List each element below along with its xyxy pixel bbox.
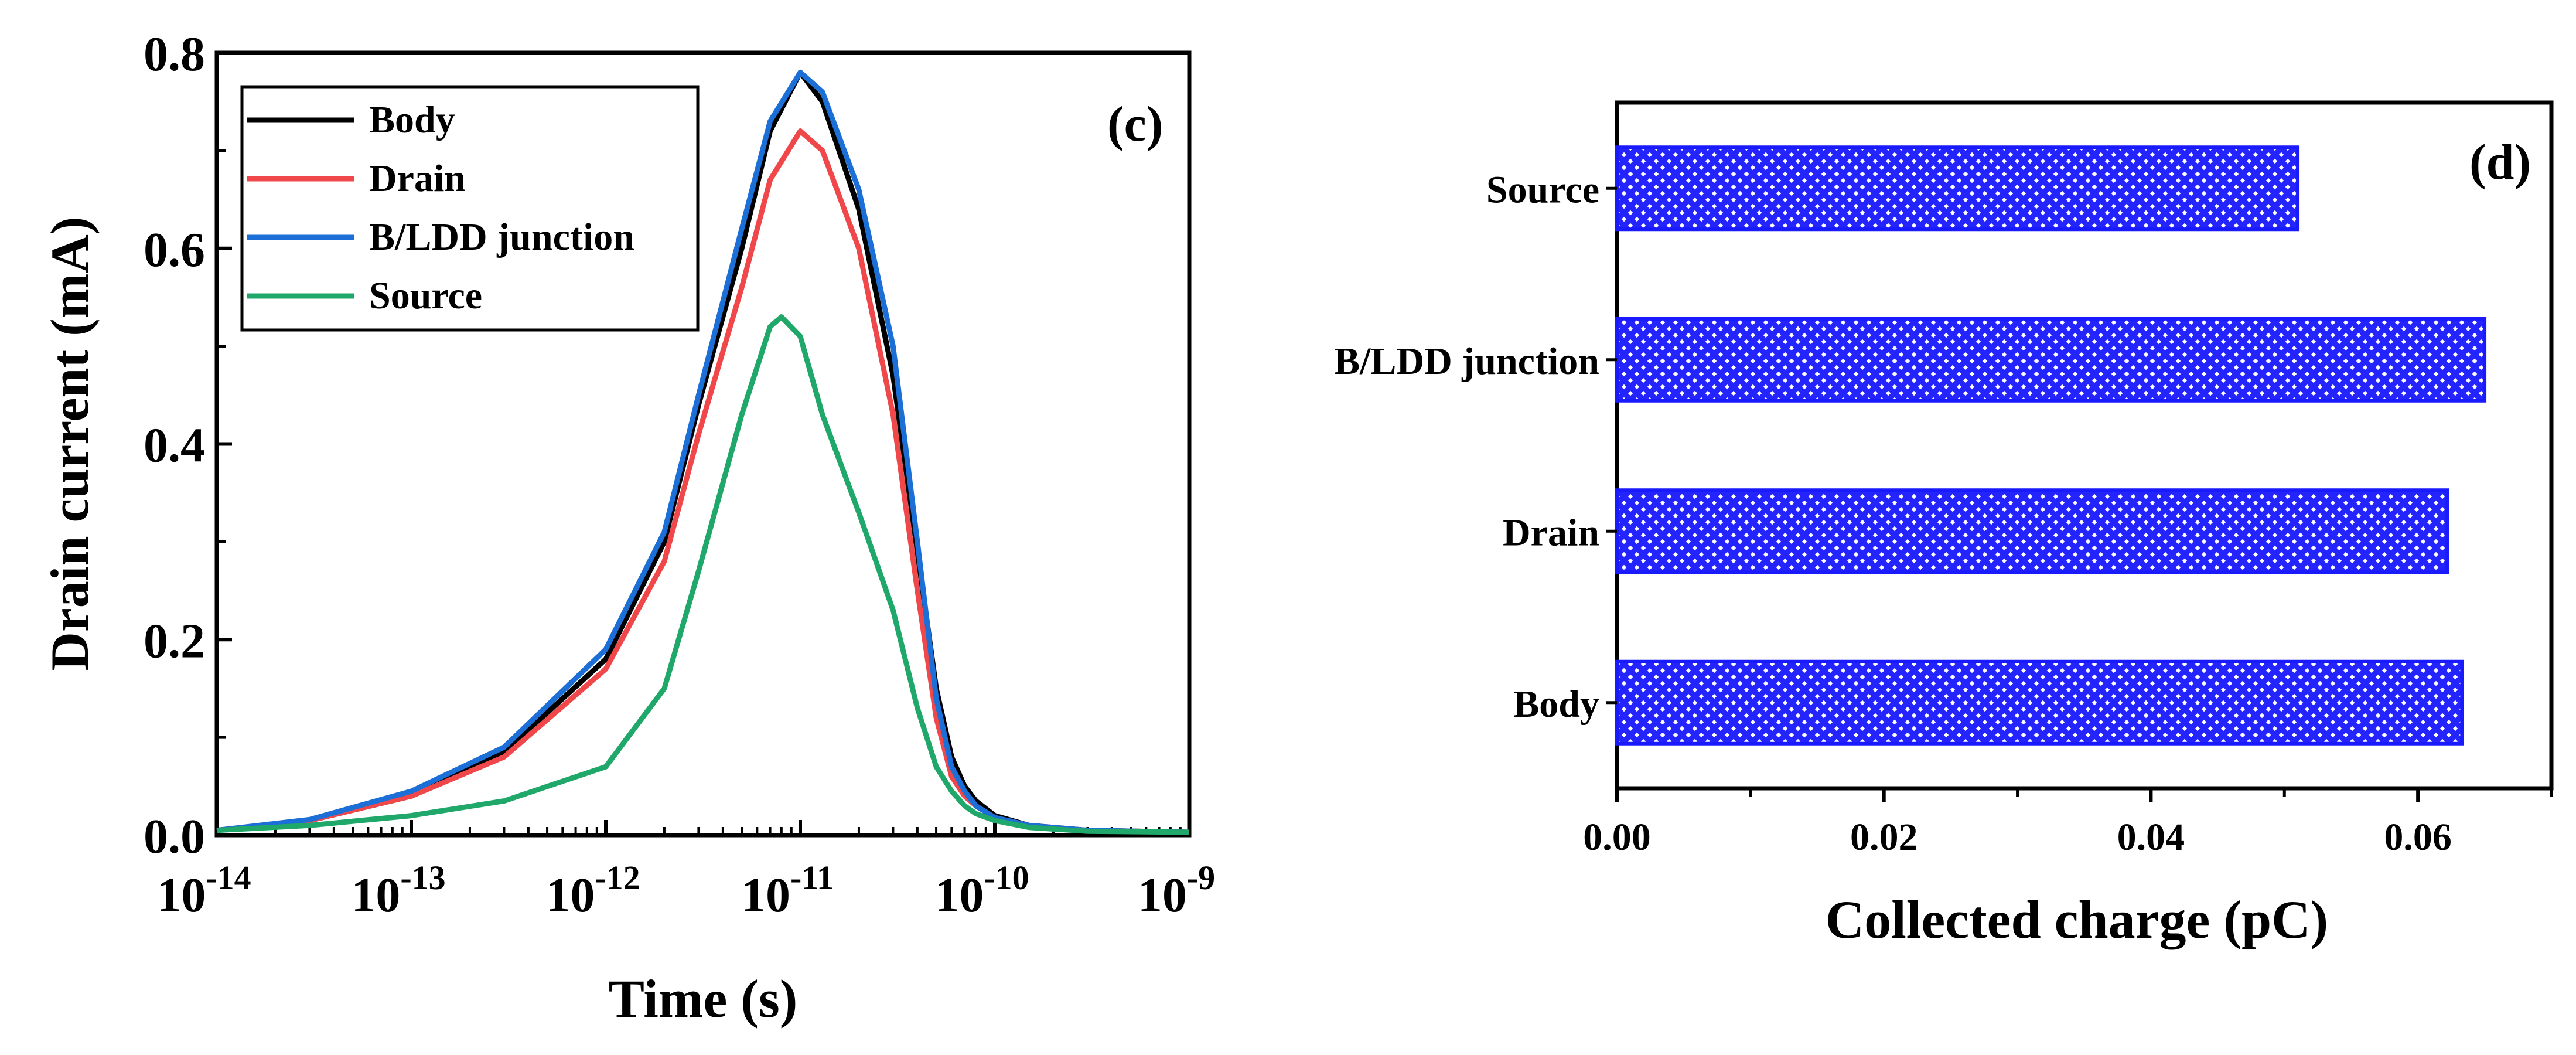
x-axis-label-d: Collected charge (pC) <box>1826 890 2328 950</box>
category-label-d: Body <box>1513 683 1599 726</box>
legend-label-source: Source <box>369 274 482 317</box>
x-tick-label-c: 10-11 <box>741 859 834 923</box>
x-tick-label-d: 0.00 <box>1583 816 1651 859</box>
series-line-body <box>216 69 1190 835</box>
x-tick-label-c: 10-13 <box>351 859 445 923</box>
legend-c: Body Drain B/LDD junction Source <box>240 85 700 332</box>
bar-body <box>1615 659 2464 746</box>
category-label-d: B/LDD junction <box>1334 340 1599 383</box>
y-axis-label-c: Drain current (mA) <box>40 217 100 671</box>
y-tick-label-c: 0.0 <box>144 809 205 864</box>
legend-box <box>240 85 700 332</box>
category-label-d: Source <box>1486 168 1599 211</box>
y-tick-label-c: 0.8 <box>144 27 205 81</box>
bars-d: Body Drain B/LDD junction Source <box>1334 145 2487 746</box>
x-tick-label-c: 10-12 <box>545 859 640 923</box>
legend-label-drain: Drain <box>369 157 466 200</box>
series-line-source <box>216 314 1190 835</box>
plot-frame-d <box>1615 100 2554 791</box>
y-tick-label-c: 0.4 <box>144 418 205 473</box>
bar-source <box>1615 145 2300 232</box>
axis-ticks-d: 0.00 0.02 0.04 0.06 <box>1583 788 2553 859</box>
bar-drain <box>1615 488 2449 574</box>
x-tick-label-d: 0.06 <box>2384 816 2452 859</box>
y-tick-label-c: 0.2 <box>144 614 205 668</box>
bar-b-ldd-junction <box>1615 316 2487 403</box>
series-line-b-ldd-junction <box>216 69 1190 835</box>
line-chart-panel: 0.0 0.2 0.4 0.6 0.8 10-14 10-13 10-12 10-11 10-10… <box>40 27 1215 1029</box>
y-tick-label-c: 0.6 <box>144 223 205 277</box>
panel-label-c: (c) <box>1107 96 1163 152</box>
axis-ticks-c: 0.0 0.2 0.4 0.6 0.8 10-14 10-13 10-12 10-11 10-10… <box>144 27 1215 923</box>
legend-label-bldd: B/LDD junction <box>369 216 634 258</box>
x-tick-label-c: 10-10 <box>934 859 1029 923</box>
category-label-d: Drain <box>1503 511 1599 554</box>
x-tick-label-c: 10-14 <box>156 859 251 923</box>
panel-label-d: (d) <box>2469 134 2531 190</box>
x-tick-label-d: 0.04 <box>2117 816 2185 859</box>
legend-label-body: Body <box>369 98 455 141</box>
x-axis-label-c: Time (s) <box>609 969 798 1029</box>
x-tick-label-c: 10-9 <box>1138 859 1215 923</box>
x-tick-label-d: 0.02 <box>1850 816 1918 859</box>
series-lines-c <box>216 69 1190 835</box>
